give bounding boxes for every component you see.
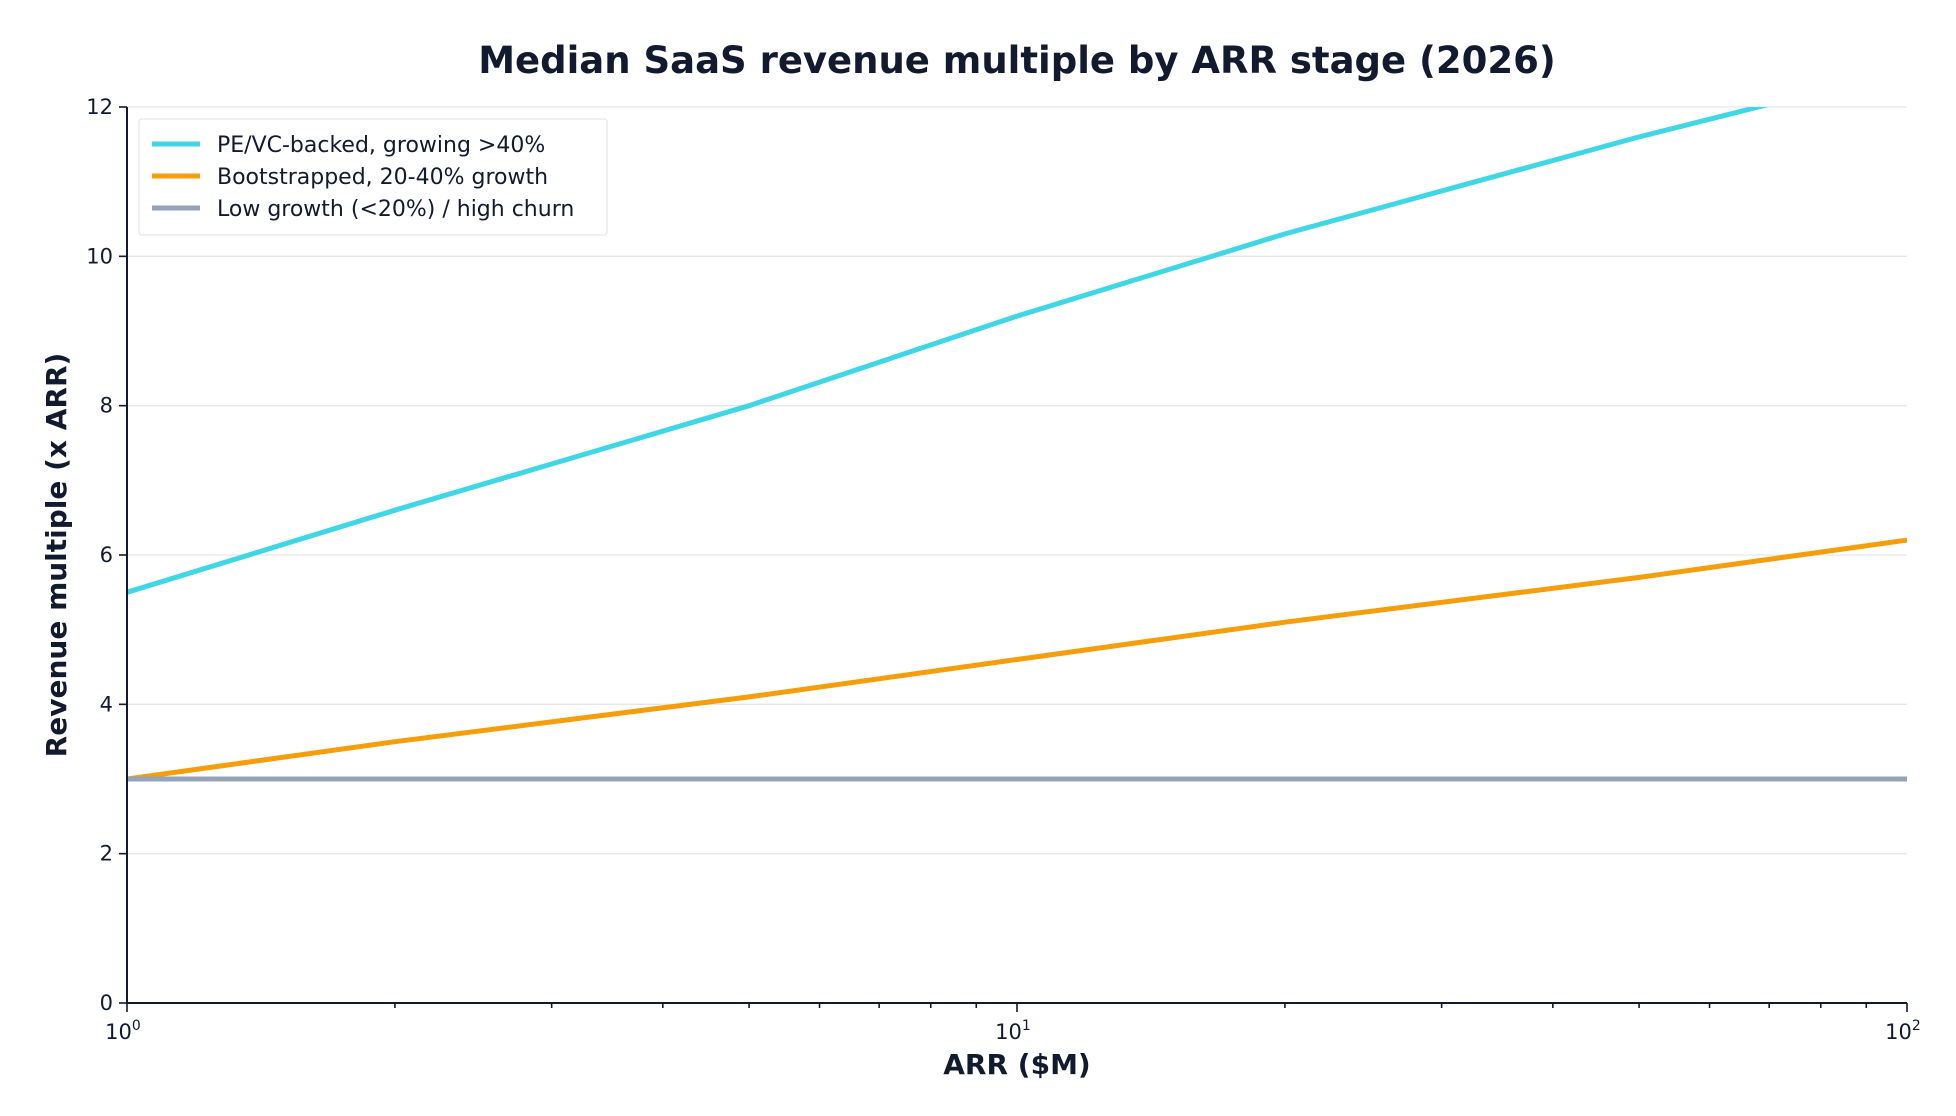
x-tick-label: 100 [105,1018,141,1044]
series-lines [127,107,1907,782]
legend-box [138,118,608,236]
series-line-2 [127,537,1907,782]
x-axis-label: ARR ($M) [943,1048,1090,1081]
y-tick-label: 2 [100,842,113,866]
y-tick-label: 4 [100,692,113,716]
y-axis-label: Revenue multiple (x ARR) [40,353,73,758]
y-tick-label: 10 [86,244,113,268]
legend-label-3: Low growth (<20%) / high churn [217,197,574,222]
y-tick-label: 0 [100,991,113,1015]
legend-label-1: PE/VC-backed, growing >40% [217,133,545,158]
series-line-1 [127,107,1769,595]
y-tick-label: 12 [86,95,113,119]
chart-title: Median SaaS revenue multiple by ARR stag… [478,39,1556,82]
x-tick-label: 101 [995,1018,1031,1044]
y-ticks: 0 2 4 6 8 10 12 [86,95,127,1015]
legend-label-2: Bootstrapped, 20-40% growth [217,165,548,190]
x-ticks: 100 101 102 [105,1003,1921,1044]
gridlines [127,106,1907,855]
y-tick-label: 6 [100,543,113,567]
legend: PE/VC-backed, growing >40% Bootstrapped, … [138,118,608,236]
y-tick-label: 8 [100,394,113,418]
x-tick-label: 102 [1885,1018,1921,1044]
